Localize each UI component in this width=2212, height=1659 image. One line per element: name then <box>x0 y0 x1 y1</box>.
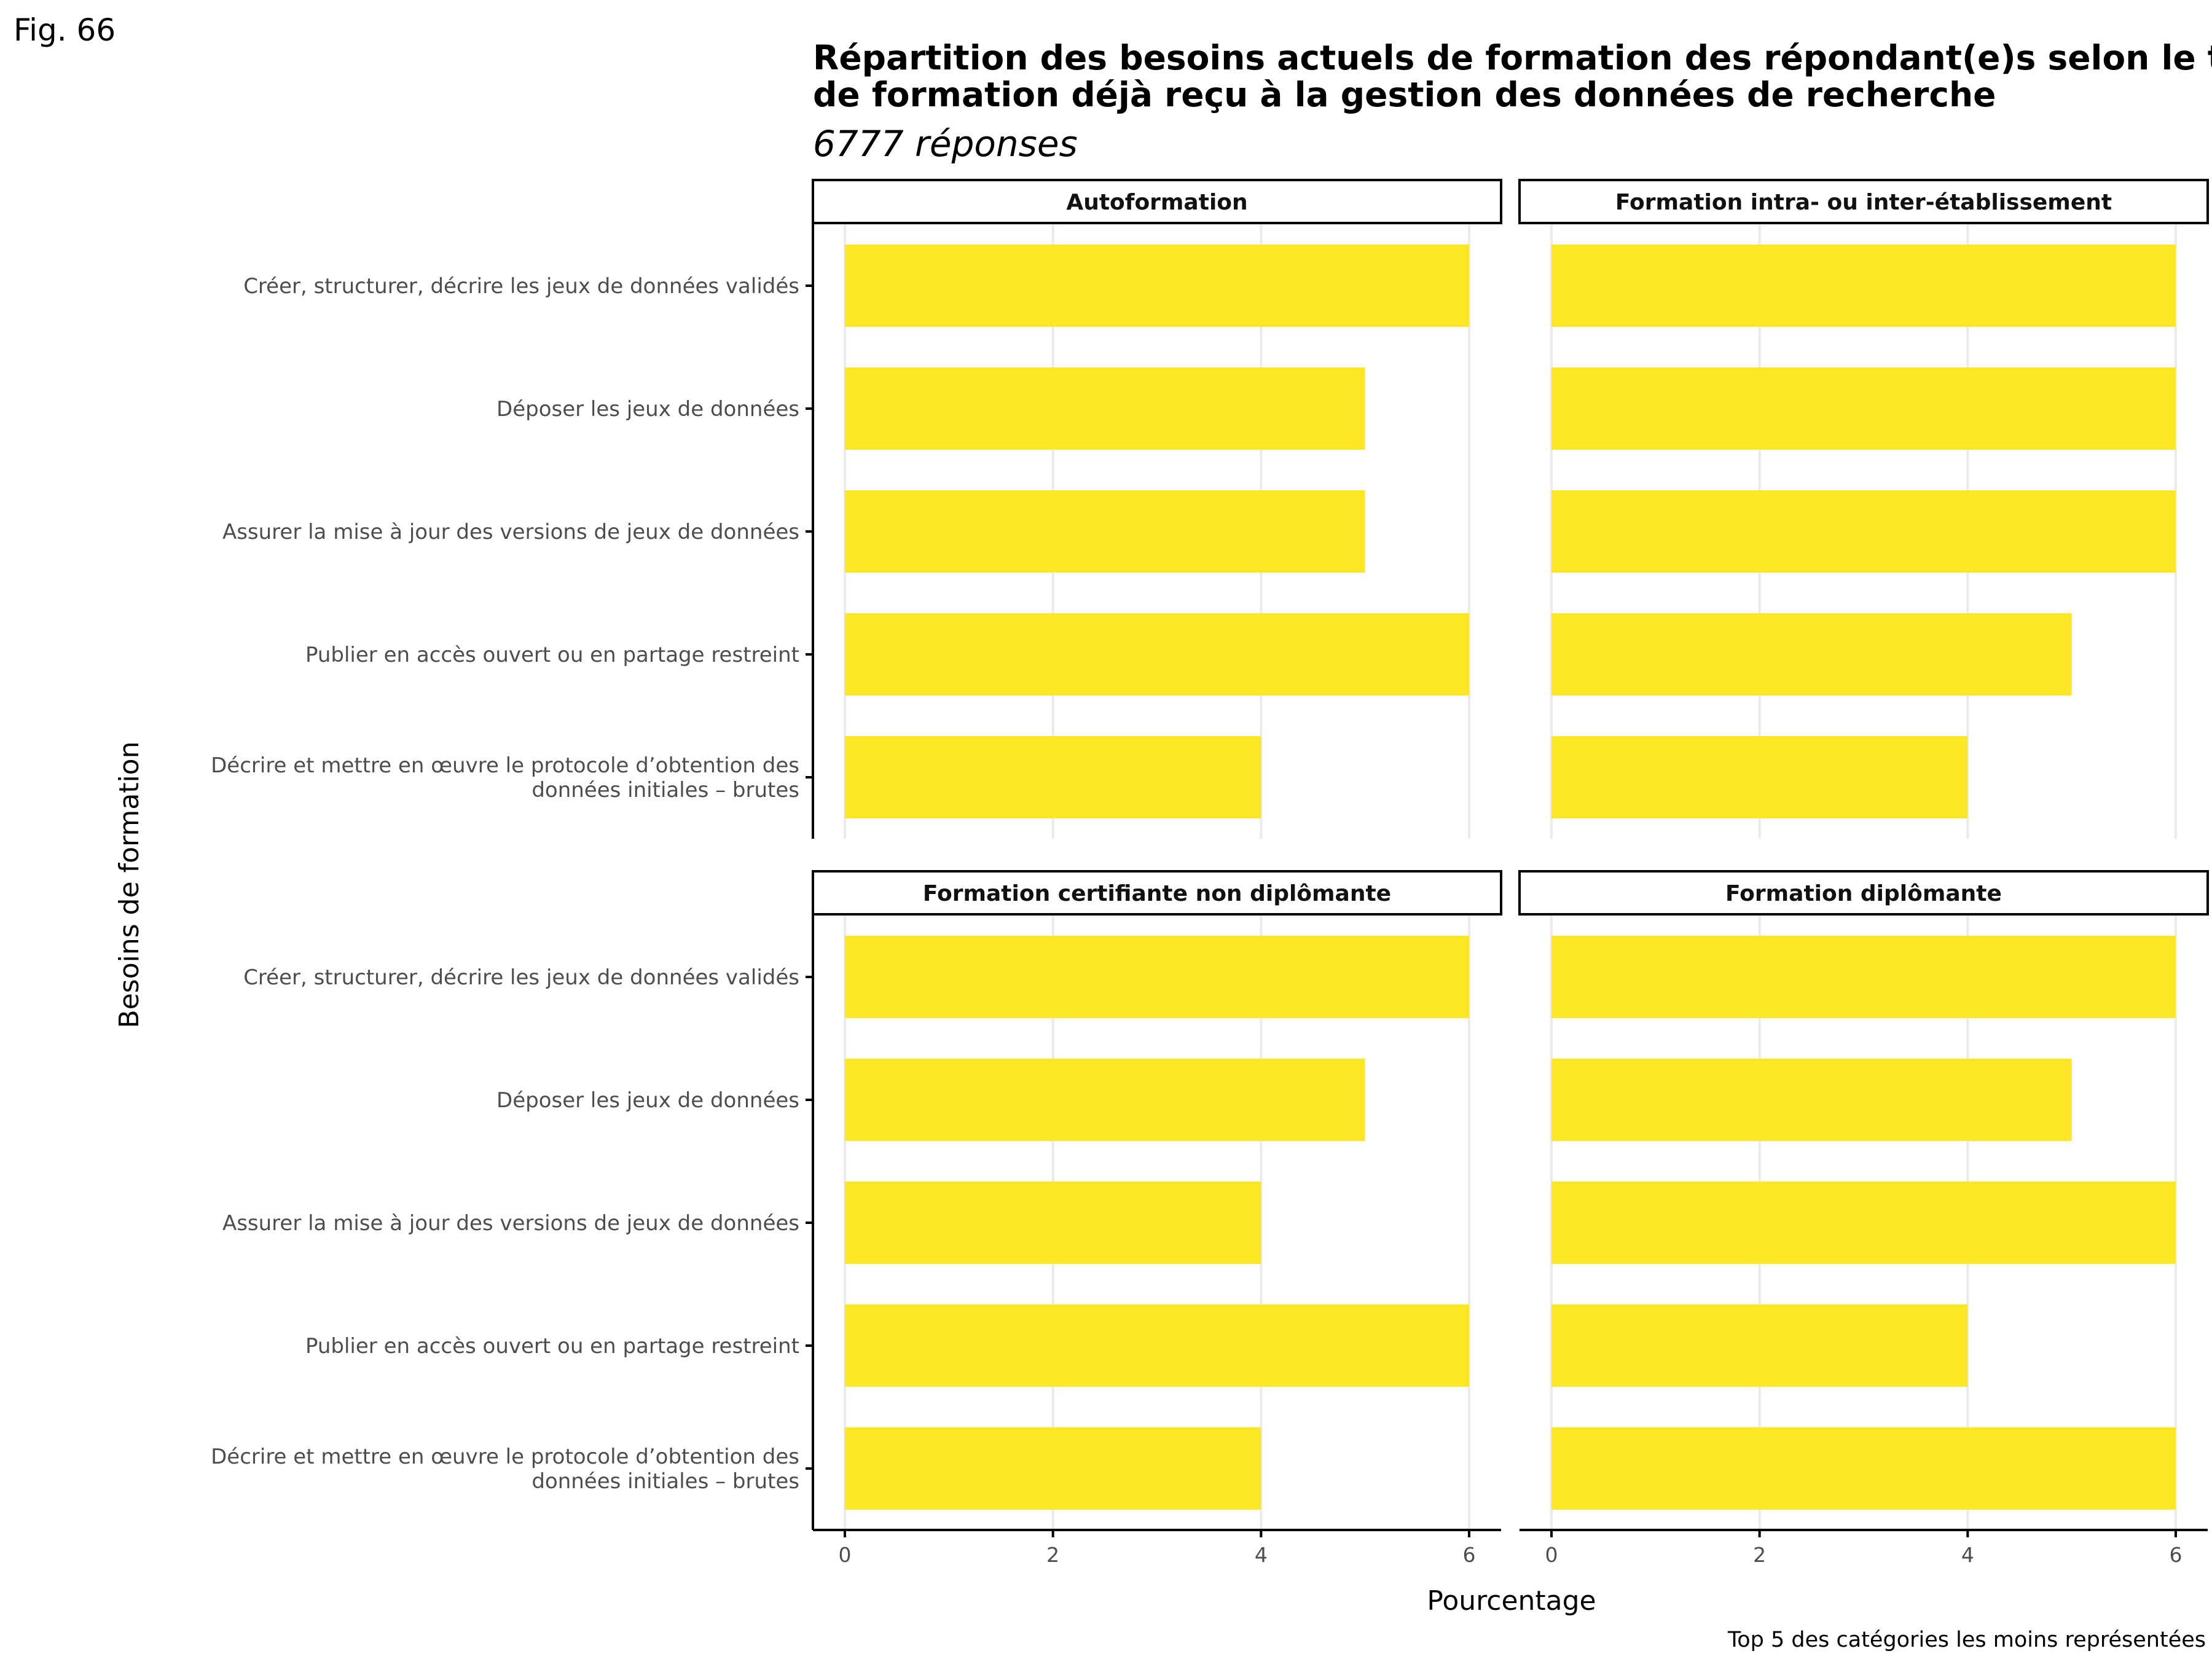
bar <box>1551 936 2176 1018</box>
bar <box>1551 1304 1968 1387</box>
chart-subtitle: 6777 réponses <box>813 123 1078 165</box>
facet-strip <box>812 870 1502 916</box>
facet-strip <box>812 179 1502 224</box>
bar <box>1551 367 2176 450</box>
x-tick-label: 2 <box>1753 1543 1766 1567</box>
x-tick-label: 0 <box>1545 1543 1558 1567</box>
category-label: Assurer la mise à jour des versions de j… <box>222 520 799 544</box>
x-tick-label: 0 <box>839 1543 852 1567</box>
bar <box>1551 1182 2176 1264</box>
figure-label: Fig. 66 <box>14 12 116 48</box>
bar <box>1551 613 2072 696</box>
chart-title-line-2: de formation déjà reçu à la gestion des … <box>813 75 1996 114</box>
category-label: Publier en accès ouvert ou en partage re… <box>305 1334 799 1359</box>
x-tick-label: 4 <box>1961 1543 1974 1567</box>
bar <box>845 490 1365 573</box>
y-axis-label: Besoins de formation <box>114 742 145 1029</box>
x-tick-label: 6 <box>1463 1543 1476 1567</box>
facet-strip-label: Formation intra- ou inter-établissement <box>1615 190 2112 215</box>
bar <box>845 1427 1261 1510</box>
bar <box>1551 245 2176 327</box>
category-label: Créer, structurer, décrire les jeux de d… <box>243 965 799 990</box>
bar <box>1551 1059 2072 1141</box>
chart-caption: Top 5 des catégories les moins représent… <box>1727 1628 2206 1652</box>
x-tick-label: 2 <box>1046 1543 1059 1567</box>
bar <box>845 1304 1469 1387</box>
bar <box>1551 736 1968 818</box>
category-label: données initiales – brutes <box>531 778 799 802</box>
facet-strip <box>1518 870 2209 916</box>
bar <box>1551 1427 2176 1510</box>
facet-strip-label: Formation certifiante non diplômante <box>923 881 1391 906</box>
category-label: Déposer les jeux de données <box>496 397 799 422</box>
category-label: Assurer la mise à jour des versions de j… <box>222 1211 799 1236</box>
bar <box>845 367 1365 450</box>
x-tick-label: 4 <box>1255 1543 1268 1567</box>
bar <box>845 1059 1365 1141</box>
category-label: Décrire et mettre en œuvre le protocole … <box>211 753 799 778</box>
bar <box>845 1182 1261 1264</box>
x-tick-label: 6 <box>2170 1543 2183 1567</box>
bar <box>845 245 1469 327</box>
bar <box>845 613 1469 696</box>
category-label: Décrire et mettre en œuvre le protocole … <box>211 1445 799 1469</box>
chart-title-line-1: Répartition des besoins actuels de forma… <box>813 38 2212 77</box>
x-axis-label: Pourcentage <box>1427 1585 1596 1617</box>
bar <box>1551 490 2176 573</box>
category-label: Publier en accès ouvert ou en partage re… <box>305 643 799 667</box>
facet-strip-label: Autoformation <box>1066 190 1247 215</box>
bar <box>845 736 1261 818</box>
category-label: Déposer les jeux de données <box>496 1088 799 1113</box>
category-label: Créer, structurer, décrire les jeux de d… <box>243 274 799 299</box>
bar <box>845 936 1469 1018</box>
facet-strip-label: Formation diplômante <box>1725 881 2002 906</box>
category-label: données initiales – brutes <box>531 1469 799 1494</box>
facet-strip <box>1518 179 2209 224</box>
facet-panels: Autoformation Créer, structurer, décrire … <box>211 179 2209 1567</box>
